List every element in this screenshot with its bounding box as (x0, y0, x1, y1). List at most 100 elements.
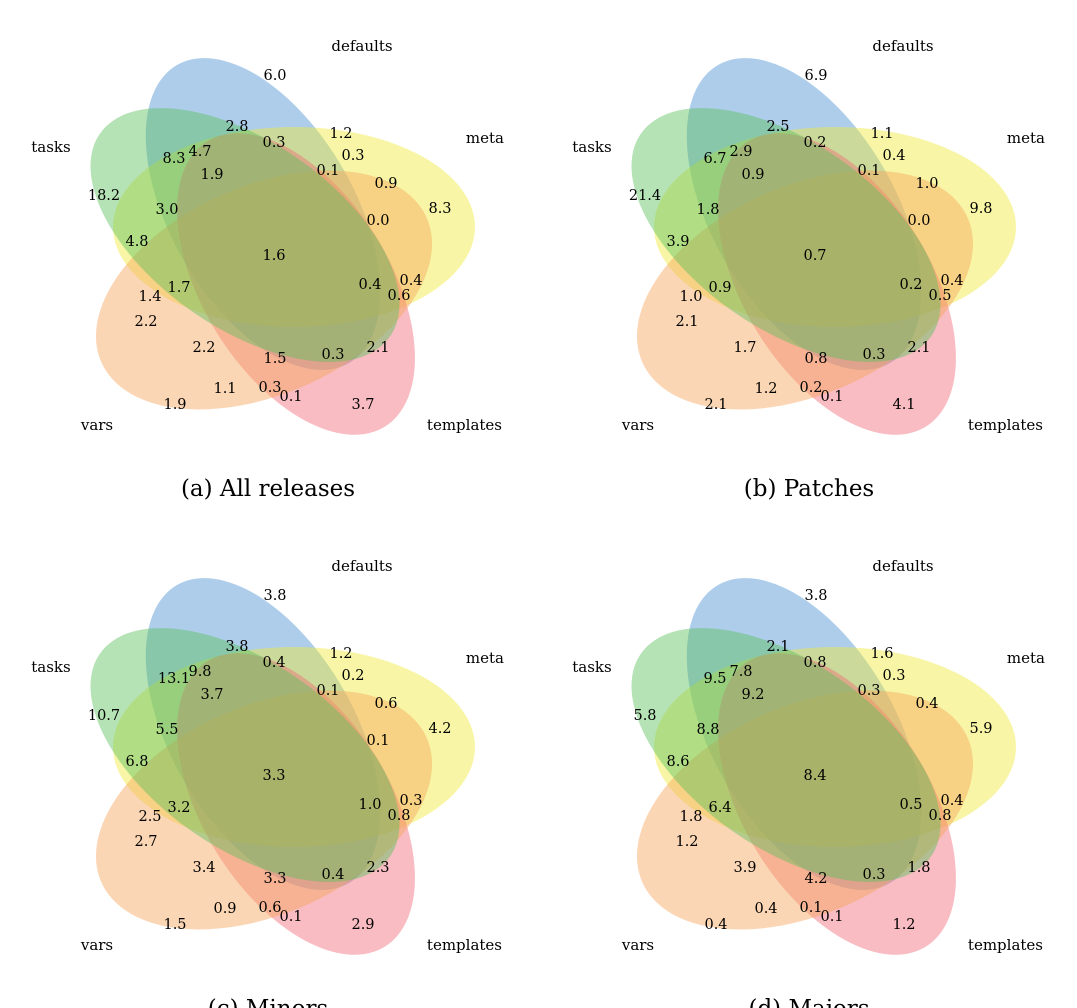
region-value: 1.8 (696, 202, 719, 218)
set-label-tasks: tasks (31, 658, 70, 676)
set-label-tasks: tasks (572, 138, 611, 156)
set-ellipse-defaults (686, 578, 922, 890)
region-value: 2.9 (351, 917, 374, 933)
set-label-defaults: defaults (872, 37, 933, 55)
region-value: 0.4 (704, 917, 727, 933)
venn-panel-1: defaults meta templates vars tasks 6.0 2.8 0.3 1… (31, 37, 504, 502)
region-value: 0.4 (358, 277, 381, 293)
region-value: 0.9 (213, 901, 236, 917)
region-value: 1.6 (262, 248, 285, 264)
region-value: 0.3 (399, 793, 422, 809)
region-value: 0.9 (374, 176, 397, 192)
set-ellipse-defaults (686, 58, 922, 370)
region-value: 4.2 (804, 871, 827, 887)
panel-caption: (c) Minors (208, 996, 329, 1008)
region-value: 2.7 (134, 834, 157, 850)
region-value: 3.9 (733, 860, 756, 876)
set-ellipse-vars (95, 690, 433, 930)
region-value: 1.0 (915, 176, 938, 192)
set-label-meta: meta (466, 649, 504, 667)
region-value: 0.3 (862, 347, 885, 363)
region-value: 1.2 (754, 381, 777, 397)
region-value: 1.2 (675, 834, 698, 850)
region-value: 0.3 (258, 380, 281, 396)
region-value: 0.1 (316, 683, 339, 699)
region-value: 0.1 (279, 909, 302, 925)
region-value: 0.6 (374, 696, 397, 712)
region-value: 0.1 (820, 389, 843, 405)
region-value: 1.0 (358, 797, 381, 813)
region-value: 2.2 (192, 340, 215, 356)
region-value: 5.8 (633, 708, 656, 724)
region-value: 6.0 (263, 68, 286, 84)
set-label-meta: meta (1007, 129, 1045, 147)
region-value: 0.3 (862, 867, 885, 883)
region-value: 1.9 (163, 397, 186, 413)
region-value: 0.3 (857, 683, 880, 699)
region-value: 0.2 (899, 277, 922, 293)
set-label-vars: vars (80, 936, 113, 954)
region-value: 0.1 (857, 163, 880, 179)
region-value: 2.2 (134, 314, 157, 330)
region-value: 0.3 (882, 668, 905, 684)
region-value: 0.4 (321, 867, 344, 883)
set-label-templates: templates (427, 936, 502, 954)
region-value: 8.3 (428, 201, 451, 217)
set-ellipse-meta (113, 647, 475, 847)
set-ellipse-vars (636, 690, 974, 930)
region-value: 0.2 (341, 668, 364, 684)
region-value: 0.4 (754, 901, 777, 917)
region-value: 9.2 (741, 687, 764, 703)
set-label-defaults: defaults (331, 557, 392, 575)
region-value: 1.9 (200, 167, 223, 183)
region-value: 4.2 (428, 721, 451, 737)
region-value: 6.9 (804, 68, 827, 84)
set-ellipse-templates (718, 653, 956, 955)
region-value: 5.9 (969, 721, 992, 737)
set-label-vars: vars (80, 416, 113, 434)
set-ellipse-tasks (631, 628, 941, 882)
region-value: 0.6 (387, 288, 410, 304)
region-value: 0.1 (366, 733, 389, 749)
region-value: 21.4 (629, 188, 661, 204)
region-value: 7.8 (729, 664, 752, 680)
region-value: 4.8 (125, 234, 148, 250)
region-value: 0.1 (799, 900, 822, 916)
region-value: 0.8 (804, 351, 827, 367)
set-ellipse-vars (636, 170, 974, 410)
region-value: 0.4 (940, 273, 963, 289)
region-value: 2.1 (366, 340, 389, 356)
panel-caption: (a) All releases (181, 476, 355, 502)
region-value: 3.9 (666, 234, 689, 250)
region-value: 0.6 (258, 900, 281, 916)
region-value: 1.2 (329, 646, 352, 662)
region-value: 9.8 (969, 201, 992, 217)
region-value: 3.0 (155, 202, 178, 218)
region-value: 2.3 (366, 860, 389, 876)
region-value: 2.1 (766, 639, 789, 655)
region-value: 0.9 (741, 167, 764, 183)
region-value: 2.5 (138, 809, 161, 825)
region-value: 2.5 (766, 119, 789, 135)
region-value: 1.7 (733, 340, 756, 356)
region-value: 0.9 (708, 280, 731, 296)
region-value: 6.8 (125, 754, 148, 770)
region-value: 0.4 (940, 793, 963, 809)
set-ellipse-meta (654, 127, 1016, 327)
set-label-tasks: tasks (572, 658, 611, 676)
region-value: 0.1 (820, 909, 843, 925)
region-value: 2.1 (704, 397, 727, 413)
region-value: 3.8 (804, 588, 827, 604)
region-value: 1.8 (907, 860, 930, 876)
region-value: 1.7 (167, 280, 190, 296)
region-value: 3.8 (263, 588, 286, 604)
set-ellipse-templates (718, 133, 956, 435)
set-ellipse-tasks (90, 628, 400, 882)
set-ellipse-vars (95, 170, 433, 410)
region-value: 8.3 (162, 151, 185, 167)
set-ellipse-meta (113, 127, 475, 327)
region-value: 5.5 (155, 722, 178, 738)
region-value: 3.7 (200, 687, 223, 703)
region-value: 1.2 (892, 917, 915, 933)
set-label-defaults: defaults (331, 37, 392, 55)
